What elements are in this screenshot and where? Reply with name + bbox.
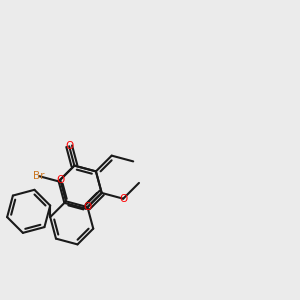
Text: O: O bbox=[56, 175, 64, 185]
Text: Br: Br bbox=[34, 171, 45, 181]
Text: O: O bbox=[65, 141, 73, 151]
Text: O: O bbox=[119, 194, 127, 204]
Text: O: O bbox=[83, 202, 92, 212]
